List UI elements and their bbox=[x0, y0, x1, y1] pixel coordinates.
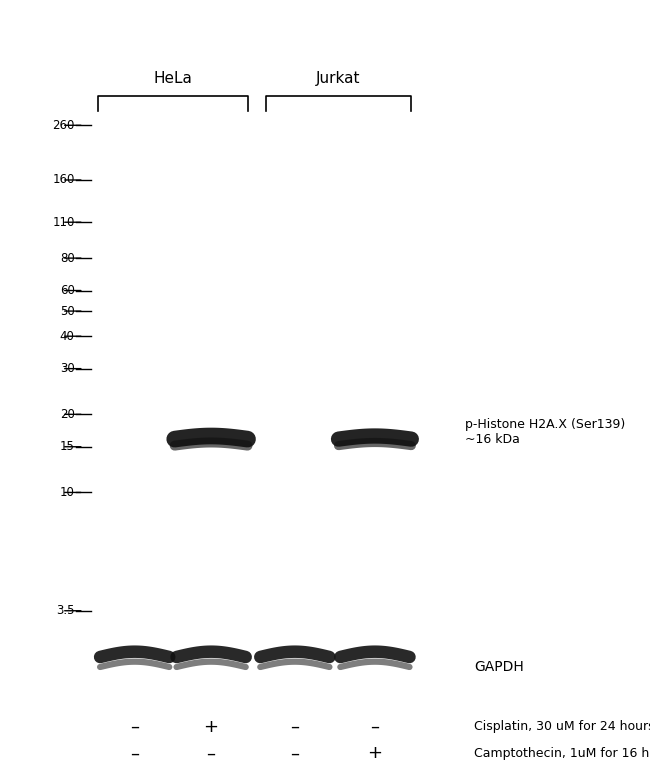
Text: –: – bbox=[291, 745, 300, 762]
Text: 50: 50 bbox=[60, 305, 75, 318]
Text: p-Histone H2A.X (Ser139)
~16 kDa: p-Histone H2A.X (Ser139) ~16 kDa bbox=[465, 418, 625, 446]
Text: Jurkat: Jurkat bbox=[317, 71, 361, 86]
Text: 160: 160 bbox=[53, 174, 75, 186]
Text: –: – bbox=[291, 718, 300, 735]
Text: +: + bbox=[367, 745, 382, 762]
Text: –: – bbox=[370, 718, 380, 735]
Text: HeLa: HeLa bbox=[153, 71, 192, 86]
Text: 80: 80 bbox=[60, 251, 75, 265]
Text: 10: 10 bbox=[60, 486, 75, 499]
Text: 15: 15 bbox=[60, 440, 75, 453]
Text: –: – bbox=[130, 718, 139, 735]
Text: 3.5: 3.5 bbox=[57, 604, 75, 617]
Text: GAPDH: GAPDH bbox=[474, 660, 525, 674]
Text: Cisplatin, 30 uM for 24 hours: Cisplatin, 30 uM for 24 hours bbox=[474, 720, 650, 733]
Text: Camptothecin, 1uM for 16 hours: Camptothecin, 1uM for 16 hours bbox=[474, 747, 650, 760]
Text: –: – bbox=[207, 745, 216, 762]
Text: 20: 20 bbox=[60, 408, 75, 420]
Text: 60: 60 bbox=[60, 284, 75, 297]
Text: 40: 40 bbox=[60, 330, 75, 343]
Text: 110: 110 bbox=[53, 215, 75, 229]
Text: 30: 30 bbox=[60, 362, 75, 375]
Text: –: – bbox=[130, 745, 139, 762]
Text: 260: 260 bbox=[53, 119, 75, 132]
Text: +: + bbox=[203, 718, 218, 735]
